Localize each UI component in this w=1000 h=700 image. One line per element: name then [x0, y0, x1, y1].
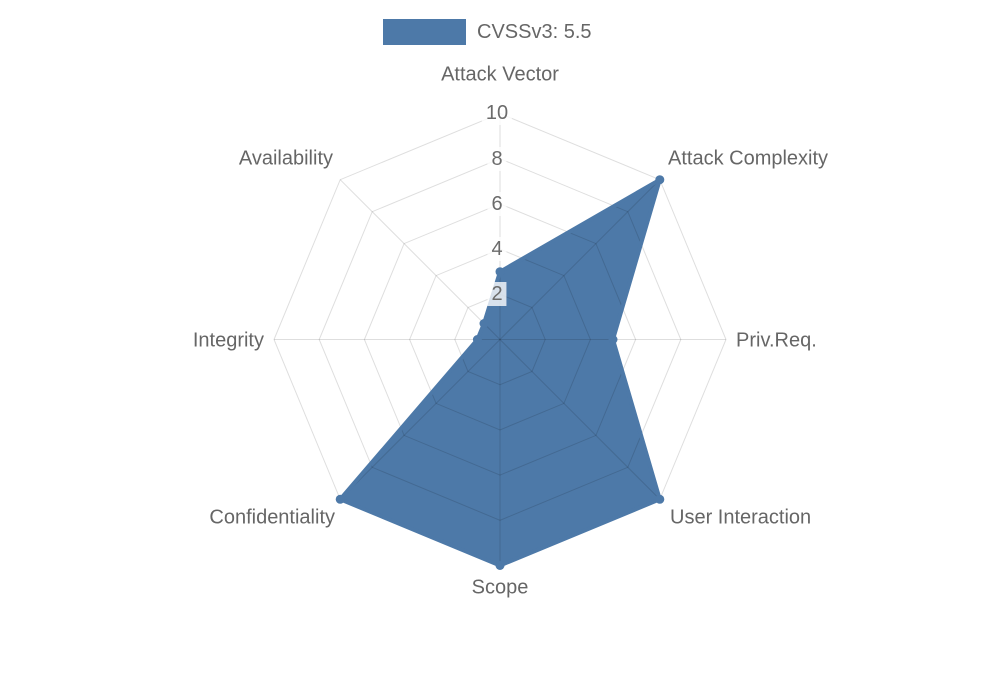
axis-label-availability: Availability	[238, 147, 333, 170]
data-point-integrity[interactable]	[472, 335, 482, 344]
axis-label-confidentiality: Confidentiality	[209, 506, 335, 529]
axis-label-attack-vector: Attack Vector	[441, 63, 559, 86]
tick-label-8: 8	[487, 147, 507, 171]
data-points[interactable]	[335, 175, 665, 570]
data-point-scope[interactable]	[495, 561, 505, 570]
tick-label-2: 2	[487, 282, 507, 306]
tick-label-6: 6	[487, 192, 507, 216]
axis-label-user-interaction: User Interaction	[670, 506, 812, 529]
axis-label-scope: Scope	[471, 576, 529, 599]
axis-label-priv-req: Priv.Req.	[736, 329, 817, 352]
data-point-confidentiality[interactable]	[335, 494, 345, 504]
data-point-attack-complexity[interactable]	[655, 175, 665, 185]
tick-label-10: 10	[481, 101, 513, 125]
axis-label-integrity: Integrity	[192, 329, 264, 352]
data-point-attack-vector[interactable]	[495, 267, 505, 277]
data-polygon-fill	[340, 179, 660, 566]
data-point-availability[interactable]	[479, 319, 489, 328]
data-point-user-interaction[interactable]	[655, 494, 665, 504]
axis-label-attack-complexity: Attack Complexity	[668, 147, 829, 170]
legend-item-cvssv3[interactable]: CVSSv3: 5.5	[383, 19, 592, 45]
tick-label-4: 4	[487, 237, 507, 261]
legend-color-swatch[interactable]	[383, 19, 466, 45]
legend-label[interactable]: CVSSv3: 5.5	[477, 20, 592, 43]
data-point-priv-req-[interactable]	[608, 335, 618, 344]
